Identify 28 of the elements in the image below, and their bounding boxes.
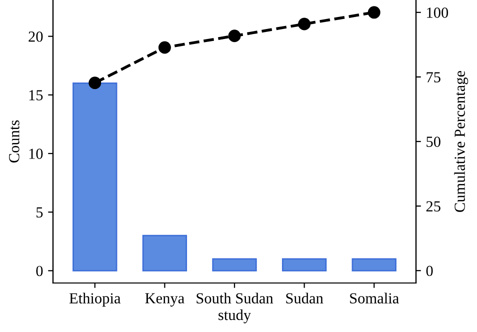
point: [88, 76, 102, 90]
y2-axis-title: Cumulative Percentage: [454, 70, 468, 212]
y2-tick-label: 25: [426, 201, 440, 212]
bar: [142, 234, 188, 272]
bar: [282, 258, 327, 272]
x-axis-title: study: [218, 309, 251, 324]
x-tick-label: Kenya: [145, 293, 184, 307]
y-tick-label: 20: [28, 31, 43, 42]
x-tick-label: Ethiopia: [69, 292, 121, 307]
point: [298, 18, 311, 30]
bar: [352, 258, 396, 272]
x-tick-label: Somalia: [350, 292, 399, 304]
bar: [212, 258, 257, 272]
y-tick-label: 15: [29, 90, 43, 100]
y2-tick-label: 100: [427, 8, 448, 18]
point: [158, 41, 171, 54]
y-tick-label: 10: [29, 148, 43, 159]
y2-tick-label: 75: [426, 72, 440, 82]
y-tick-label: 5: [36, 207, 43, 218]
x-tick-label: Sudan: [286, 292, 324, 304]
x-tick-label: South Sudan: [196, 292, 274, 304]
point: [368, 6, 380, 19]
point: [228, 30, 241, 42]
y2-tick-label: 50: [426, 136, 440, 147]
y-axis-title: Counts: [9, 120, 20, 163]
y-tick-label: 0: [36, 266, 43, 276]
y2-tick-label: 0: [426, 266, 433, 276]
bar: [72, 82, 118, 272]
